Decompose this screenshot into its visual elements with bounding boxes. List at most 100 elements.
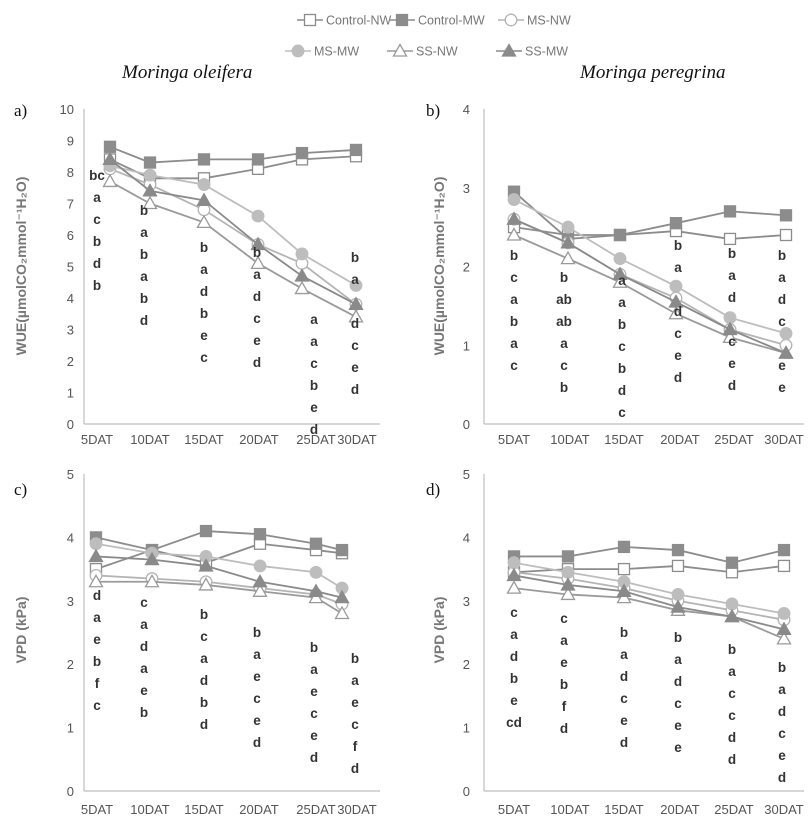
data-point: [669, 217, 683, 230]
data-point: [252, 583, 268, 597]
significance-letter: c: [778, 314, 786, 329]
significance-letter: d: [93, 256, 101, 271]
significance-letter: f: [562, 699, 567, 714]
significance-letter: e: [778, 748, 786, 763]
significance-letter: a: [351, 673, 359, 688]
significance-letter: b: [200, 695, 208, 710]
data-point: [612, 274, 628, 288]
data-point: [103, 140, 117, 153]
significance-letter: c: [618, 405, 626, 420]
data-point: [777, 559, 791, 573]
y-tick-label: 4: [463, 530, 470, 545]
series-line: [513, 198, 787, 335]
data-point: [725, 556, 739, 569]
x-tick-label: 25DAT: [714, 802, 754, 817]
data-point: [143, 156, 157, 169]
y-tick-label: 3: [463, 181, 470, 196]
x-tick-label: 10DAT: [550, 802, 590, 817]
legend-item: Control-MW: [389, 14, 485, 28]
series-line: [109, 158, 357, 306]
y-tick-label: 2: [67, 354, 74, 369]
data-point: [198, 558, 214, 572]
data-point: [89, 537, 103, 551]
data-point: [253, 528, 267, 541]
significance-letter: a: [778, 682, 786, 697]
panel-label: d): [426, 480, 440, 499]
legend-label: SS-NW: [416, 45, 458, 59]
data-point: [671, 559, 685, 573]
y-tick-label: 1: [67, 386, 74, 401]
data-point: [612, 266, 628, 281]
y-tick-label: 3: [463, 594, 470, 609]
data-point: [88, 573, 104, 588]
x-tick-label: 10DAT: [550, 432, 590, 447]
series: [89, 524, 349, 557]
y-tick-label: 5: [463, 467, 470, 482]
x-tick-label: 20DAT: [660, 802, 700, 817]
y-tick-label: 1: [67, 721, 74, 736]
data-point: [197, 153, 211, 166]
significance-letter: d: [728, 752, 736, 767]
data-point: [617, 562, 631, 576]
significance-letter: d: [200, 673, 208, 688]
significance-letter: d: [618, 383, 626, 398]
significance-letter: b: [560, 677, 568, 692]
significance-letter: e: [253, 333, 261, 348]
significance-letter: b: [560, 270, 568, 285]
significance-letter: e: [620, 713, 628, 728]
data-point: [723, 232, 737, 246]
y-tick-label: 2: [67, 657, 74, 672]
significance-letter: c: [351, 717, 359, 732]
data-point: [778, 345, 794, 359]
significance-letter: d: [351, 316, 359, 331]
significance-letter: c: [778, 726, 786, 741]
significance-letter: d: [674, 370, 682, 385]
significance-letter: b: [560, 380, 568, 395]
x-tick-label: 25DAT: [296, 432, 336, 447]
significance-letter: e: [728, 356, 736, 371]
significance-letter: e: [510, 693, 518, 708]
significance-letter: d: [510, 649, 518, 664]
y-axis-label: WUE(µmolCO₂mmol⁻¹H₂O): [431, 177, 447, 356]
data-point: [295, 146, 309, 160]
significance-letter: c: [560, 358, 568, 373]
data-point: [724, 608, 740, 623]
data-point: [668, 305, 684, 320]
y-tick-label: 0: [463, 784, 470, 799]
chart-panel: c) 0 1 2 3 4 5 VPD (kPa) 5DAT 10DAT 15DAT 20DAT 25DA…: [13, 467, 380, 817]
significance-letter: a: [510, 336, 518, 351]
series: [103, 162, 363, 311]
data-point: [334, 605, 350, 620]
data-point: [196, 192, 212, 207]
significance-letter: b: [728, 246, 736, 261]
significance-letter: b: [510, 314, 518, 329]
significance-letter: d: [778, 770, 786, 785]
y-tick-label: 0: [67, 784, 74, 799]
data-point: [309, 565, 323, 579]
significance-letter: c: [674, 326, 682, 341]
series: [103, 159, 363, 292]
series: [507, 556, 791, 620]
legend-item: SS-MW: [496, 43, 568, 59]
significance-letter: d: [140, 639, 148, 654]
significance-letter: b: [140, 203, 148, 218]
significance-letter: ab: [556, 314, 572, 329]
data-point: [295, 247, 309, 261]
significance-letter: b: [310, 640, 318, 655]
significance-letter: c: [93, 698, 101, 713]
series-line: [513, 565, 785, 574]
significance-letter: e: [310, 400, 318, 415]
data-point: [144, 573, 160, 588]
data-point: [560, 586, 576, 601]
data-point: [102, 151, 118, 166]
significance-letter: e: [351, 695, 359, 710]
legend: Control-NW Control-MW MS-NW MS-MW SS-NW SS-MW: [285, 14, 571, 59]
series-line: [513, 561, 785, 615]
significance-letter: b: [351, 651, 359, 666]
significance-letter: b: [140, 291, 148, 306]
significance-letter: e: [674, 718, 682, 733]
data-point: [348, 309, 364, 323]
data-point: [308, 583, 324, 597]
significance-letter: b: [510, 671, 518, 686]
significance-letter: d: [200, 284, 208, 299]
